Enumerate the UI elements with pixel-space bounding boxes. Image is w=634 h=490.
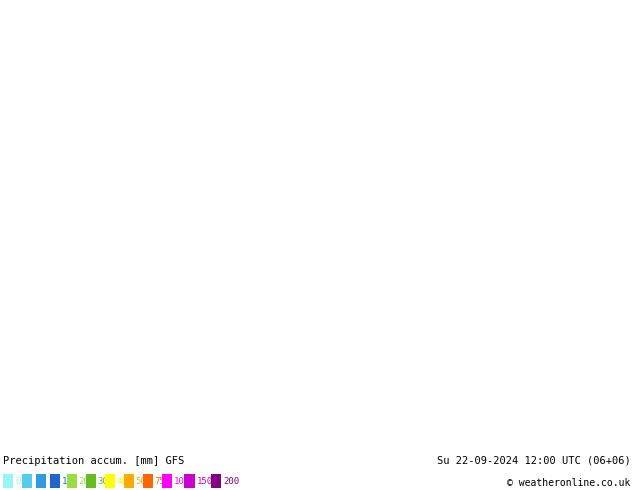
Text: 0.5: 0.5: [15, 477, 31, 486]
Bar: [67, 474, 77, 488]
Bar: [124, 474, 134, 488]
Text: Su 22-09-2024 12:00 UTC (06+06): Su 22-09-2024 12:00 UTC (06+06): [437, 456, 631, 466]
Text: 50: 50: [136, 477, 146, 486]
Text: 100: 100: [174, 477, 190, 486]
Bar: [162, 474, 172, 488]
Text: 30: 30: [98, 477, 108, 486]
Bar: [3, 474, 13, 488]
Text: 10: 10: [62, 477, 73, 486]
Text: Precipitation accum. [mm] GFS: Precipitation accum. [mm] GFS: [3, 456, 184, 466]
Bar: [105, 474, 115, 488]
Text: 20: 20: [79, 477, 89, 486]
Text: 5: 5: [48, 477, 53, 486]
Bar: [36, 474, 46, 488]
Text: 150: 150: [197, 477, 212, 486]
Text: © weatheronline.co.uk: © weatheronline.co.uk: [507, 478, 631, 488]
Bar: [86, 474, 96, 488]
Bar: [184, 474, 195, 488]
Text: 2: 2: [34, 477, 39, 486]
Text: 75: 75: [155, 477, 165, 486]
Text: 40: 40: [117, 477, 127, 486]
Bar: [50, 474, 60, 488]
Bar: [143, 474, 153, 488]
Text: 200: 200: [223, 477, 239, 486]
Bar: [211, 474, 221, 488]
Bar: [22, 474, 32, 488]
